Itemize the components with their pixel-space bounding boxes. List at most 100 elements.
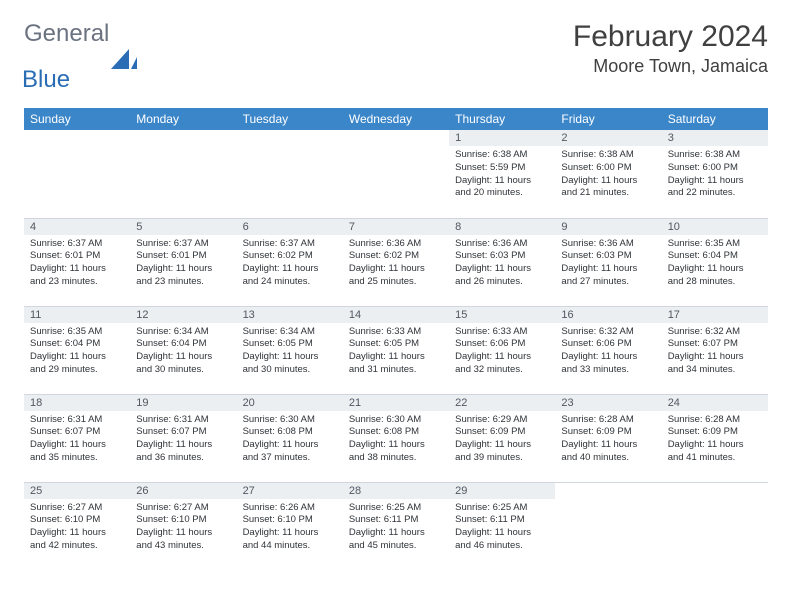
day-details: Sunrise: 6:25 AMSunset: 6:11 PMDaylight:… [343, 499, 449, 557]
day-number: 21 [343, 395, 449, 411]
weekday-header: Monday [130, 108, 236, 130]
day-number: 1 [449, 130, 555, 146]
calendar-cell: 11Sunrise: 6:35 AMSunset: 6:04 PMDayligh… [24, 306, 130, 394]
day-number: 24 [662, 395, 768, 411]
day-number: 26 [130, 483, 236, 499]
day-details: Sunrise: 6:30 AMSunset: 6:08 PMDaylight:… [237, 411, 343, 469]
day-details: Sunrise: 6:34 AMSunset: 6:04 PMDaylight:… [130, 323, 236, 381]
logo-text-blue: Blue [22, 66, 109, 94]
calendar-table: SundayMondayTuesdayWednesdayThursdayFrid… [24, 108, 768, 570]
calendar-cell: 21Sunrise: 6:30 AMSunset: 6:08 PMDayligh… [343, 394, 449, 482]
calendar-cell: 9Sunrise: 6:36 AMSunset: 6:03 PMDaylight… [555, 218, 661, 306]
day-details: Sunrise: 6:33 AMSunset: 6:05 PMDaylight:… [343, 323, 449, 381]
day-number: 14 [343, 307, 449, 323]
day-number: 7 [343, 219, 449, 235]
weekday-header: Saturday [662, 108, 768, 130]
day-number: 19 [130, 395, 236, 411]
calendar-cell: 27Sunrise: 6:26 AMSunset: 6:10 PMDayligh… [237, 482, 343, 570]
day-number: 17 [662, 307, 768, 323]
calendar-cell: 1Sunrise: 6:38 AMSunset: 5:59 PMDaylight… [449, 130, 555, 218]
day-number: 25 [24, 483, 130, 499]
day-number: 12 [130, 307, 236, 323]
day-number: 13 [237, 307, 343, 323]
day-details: Sunrise: 6:27 AMSunset: 6:10 PMDaylight:… [24, 499, 130, 557]
day-number: 20 [237, 395, 343, 411]
calendar-cell: . [662, 482, 768, 570]
location: Moore Town, Jamaica [573, 56, 768, 77]
calendar-cell: . [237, 130, 343, 218]
day-details: Sunrise: 6:25 AMSunset: 6:11 PMDaylight:… [449, 499, 555, 557]
day-details: Sunrise: 6:32 AMSunset: 6:07 PMDaylight:… [662, 323, 768, 381]
day-number: 10 [662, 219, 768, 235]
day-number: 18 [24, 395, 130, 411]
month-title: February 2024 [573, 20, 768, 54]
day-details: Sunrise: 6:38 AMSunset: 6:00 PMDaylight:… [555, 146, 661, 204]
day-details: Sunrise: 6:38 AMSunset: 6:00 PMDaylight:… [662, 146, 768, 204]
day-details: Sunrise: 6:35 AMSunset: 6:04 PMDaylight:… [662, 235, 768, 293]
weekday-header: Friday [555, 108, 661, 130]
weekday-header: Thursday [449, 108, 555, 130]
calendar-cell: 25Sunrise: 6:27 AMSunset: 6:10 PMDayligh… [24, 482, 130, 570]
calendar-cell: 24Sunrise: 6:28 AMSunset: 6:09 PMDayligh… [662, 394, 768, 482]
day-details: Sunrise: 6:27 AMSunset: 6:10 PMDaylight:… [130, 499, 236, 557]
calendar-cell: 16Sunrise: 6:32 AMSunset: 6:06 PMDayligh… [555, 306, 661, 394]
calendar-cell: 18Sunrise: 6:31 AMSunset: 6:07 PMDayligh… [24, 394, 130, 482]
calendar-cell: 12Sunrise: 6:34 AMSunset: 6:04 PMDayligh… [130, 306, 236, 394]
calendar-cell: 7Sunrise: 6:36 AMSunset: 6:02 PMDaylight… [343, 218, 449, 306]
calendar-cell: 2Sunrise: 6:38 AMSunset: 6:00 PMDaylight… [555, 130, 661, 218]
day-number: 16 [555, 307, 661, 323]
calendar-cell: 29Sunrise: 6:25 AMSunset: 6:11 PMDayligh… [449, 482, 555, 570]
calendar-cell: . [24, 130, 130, 218]
calendar-cell: . [343, 130, 449, 218]
day-number: 23 [555, 395, 661, 411]
day-number: 22 [449, 395, 555, 411]
day-number: 15 [449, 307, 555, 323]
calendar-cell: 14Sunrise: 6:33 AMSunset: 6:05 PMDayligh… [343, 306, 449, 394]
logo-sail-icon [111, 49, 137, 69]
day-number: 2 [555, 130, 661, 146]
day-details: Sunrise: 6:36 AMSunset: 6:03 PMDaylight:… [555, 235, 661, 293]
logo-text-general: General [24, 20, 109, 48]
day-details: Sunrise: 6:29 AMSunset: 6:09 PMDaylight:… [449, 411, 555, 469]
day-details: Sunrise: 6:34 AMSunset: 6:05 PMDaylight:… [237, 323, 343, 381]
day-number: 4 [24, 219, 130, 235]
calendar-cell: 6Sunrise: 6:37 AMSunset: 6:02 PMDaylight… [237, 218, 343, 306]
day-details: Sunrise: 6:26 AMSunset: 6:10 PMDaylight:… [237, 499, 343, 557]
day-details: Sunrise: 6:38 AMSunset: 5:59 PMDaylight:… [449, 146, 555, 204]
day-number: 9 [555, 219, 661, 235]
calendar-cell: 8Sunrise: 6:36 AMSunset: 6:03 PMDaylight… [449, 218, 555, 306]
calendar-cell: 23Sunrise: 6:28 AMSunset: 6:09 PMDayligh… [555, 394, 661, 482]
calendar-cell: 20Sunrise: 6:30 AMSunset: 6:08 PMDayligh… [237, 394, 343, 482]
day-details: Sunrise: 6:30 AMSunset: 6:08 PMDaylight:… [343, 411, 449, 469]
calendar-cell: 13Sunrise: 6:34 AMSunset: 6:05 PMDayligh… [237, 306, 343, 394]
day-details: Sunrise: 6:37 AMSunset: 6:02 PMDaylight:… [237, 235, 343, 293]
day-details: Sunrise: 6:37 AMSunset: 6:01 PMDaylight:… [24, 235, 130, 293]
calendar-cell: 3Sunrise: 6:38 AMSunset: 6:00 PMDaylight… [662, 130, 768, 218]
header: General Blue February 2024 Moore Town, J… [24, 20, 768, 94]
weekday-header: Wednesday [343, 108, 449, 130]
day-details: Sunrise: 6:37 AMSunset: 6:01 PMDaylight:… [130, 235, 236, 293]
day-number: 11 [24, 307, 130, 323]
day-details: Sunrise: 6:35 AMSunset: 6:04 PMDaylight:… [24, 323, 130, 381]
calendar-cell: . [130, 130, 236, 218]
calendar-cell: 15Sunrise: 6:33 AMSunset: 6:06 PMDayligh… [449, 306, 555, 394]
day-details: Sunrise: 6:28 AMSunset: 6:09 PMDaylight:… [555, 411, 661, 469]
day-details: Sunrise: 6:36 AMSunset: 6:03 PMDaylight:… [449, 235, 555, 293]
calendar-cell: 5Sunrise: 6:37 AMSunset: 6:01 PMDaylight… [130, 218, 236, 306]
weekday-header: Sunday [24, 108, 130, 130]
weekday-header: Tuesday [237, 108, 343, 130]
day-details: Sunrise: 6:28 AMSunset: 6:09 PMDaylight:… [662, 411, 768, 469]
calendar-cell: 28Sunrise: 6:25 AMSunset: 6:11 PMDayligh… [343, 482, 449, 570]
calendar-cell: 19Sunrise: 6:31 AMSunset: 6:07 PMDayligh… [130, 394, 236, 482]
day-number: 3 [662, 130, 768, 146]
calendar-cell: . [555, 482, 661, 570]
day-details: Sunrise: 6:31 AMSunset: 6:07 PMDaylight:… [24, 411, 130, 469]
calendar-cell: 10Sunrise: 6:35 AMSunset: 6:04 PMDayligh… [662, 218, 768, 306]
calendar-cell: 22Sunrise: 6:29 AMSunset: 6:09 PMDayligh… [449, 394, 555, 482]
day-details: Sunrise: 6:33 AMSunset: 6:06 PMDaylight:… [449, 323, 555, 381]
day-number: 29 [449, 483, 555, 499]
day-details: Sunrise: 6:31 AMSunset: 6:07 PMDaylight:… [130, 411, 236, 469]
day-number: 8 [449, 219, 555, 235]
day-number: 5 [130, 219, 236, 235]
day-details: Sunrise: 6:32 AMSunset: 6:06 PMDaylight:… [555, 323, 661, 381]
